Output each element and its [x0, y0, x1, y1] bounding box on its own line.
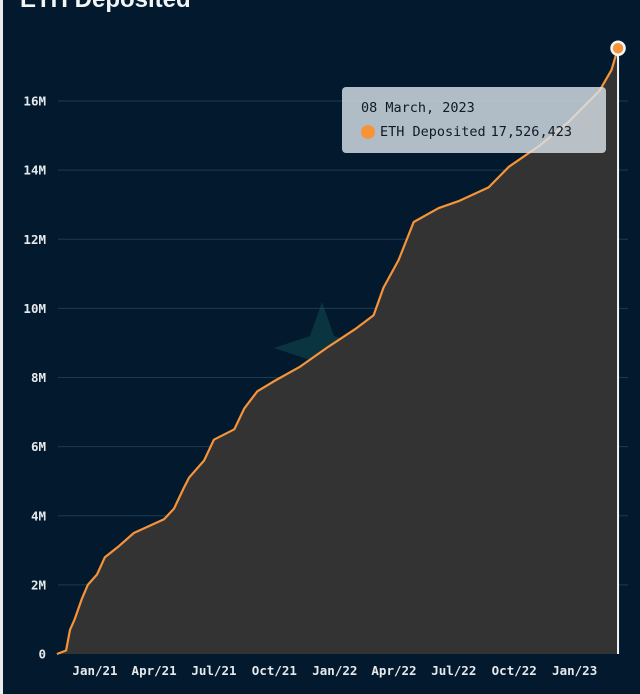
left-border	[0, 0, 3, 694]
y-tick-label: 10M	[23, 301, 46, 316]
tooltip-date: 08 March, 2023	[361, 100, 475, 116]
x-tick-label: Jan/21	[72, 663, 117, 678]
hover-point	[610, 40, 626, 56]
x-tick-label: Apr/22	[371, 663, 416, 678]
y-tick-label: 2M	[31, 577, 46, 592]
x-tick-label: Jan/22	[312, 663, 357, 678]
x-tick-label: Oct/22	[492, 663, 537, 678]
y-tick-label: 16M	[23, 94, 46, 109]
y-tick-label: 4M	[31, 508, 46, 523]
tooltip-value: 17,526,423	[490, 124, 572, 140]
x-tick-label: Jul/21	[191, 663, 236, 678]
y-tick-label: 0	[38, 647, 46, 662]
area-fill	[56, 48, 618, 654]
x-tick-label: Oct/21	[252, 663, 297, 678]
y-tick-label: 6M	[31, 439, 46, 454]
watermark-logo-icon	[274, 302, 370, 396]
x-tick-label: Jul/22	[431, 663, 476, 678]
tooltip: 08 March, 2023 ETH Deposited 17,526,423	[342, 87, 606, 153]
y-tick-label: 14M	[23, 163, 46, 178]
x-tick-label: Jan/23	[552, 663, 597, 678]
tooltip-series: ETH Deposited	[380, 124, 486, 140]
x-tick-label: Apr/21	[132, 663, 177, 678]
series-line	[56, 47, 620, 656]
y-tick-label: 12M	[23, 232, 46, 247]
y-tick-label: 8M	[31, 370, 46, 385]
legend-dot-icon	[361, 125, 375, 139]
chart-title: ETH Deposited	[20, 0, 191, 14]
